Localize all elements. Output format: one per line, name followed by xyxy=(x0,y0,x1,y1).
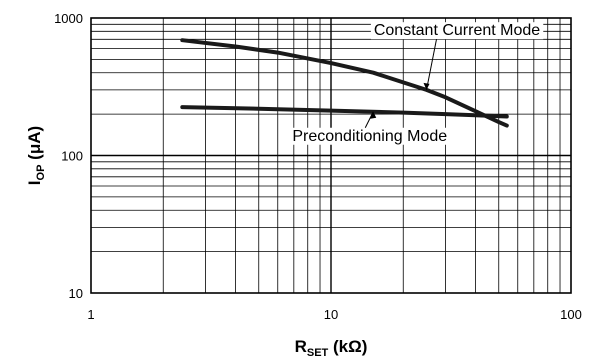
annotation-background xyxy=(370,22,544,40)
annotations: Constant Current Mode Preconditioning Mod… xyxy=(289,22,544,145)
y-tick-label: 10 xyxy=(69,286,83,301)
x-tick-label: 1 xyxy=(87,307,94,322)
annotation-label: Preconditioning Mode xyxy=(292,128,447,145)
annotation-arrowhead xyxy=(423,82,430,90)
y-axis-title: IOP (μA) xyxy=(25,126,47,185)
series-line-preconditioning xyxy=(180,105,509,119)
x-axis-title: RSET (kΩ) xyxy=(295,337,368,359)
annotation-leader xyxy=(426,39,437,90)
y-tick-label: 1000 xyxy=(54,11,83,26)
annotation-label: Constant Current Mode xyxy=(374,22,540,39)
annotation-leader xyxy=(364,111,374,128)
y-tick-label: 100 xyxy=(61,149,83,164)
series-layer xyxy=(180,38,509,128)
grid xyxy=(91,18,571,293)
x-tick-label: 10 xyxy=(324,307,338,322)
annotation-background xyxy=(289,127,451,145)
plot-frame xyxy=(90,17,572,294)
tick-labels: 1 10 100 10 100 1000 xyxy=(54,11,582,322)
x-tick-label: 100 xyxy=(560,307,582,322)
annotation-arrowhead xyxy=(370,111,377,119)
